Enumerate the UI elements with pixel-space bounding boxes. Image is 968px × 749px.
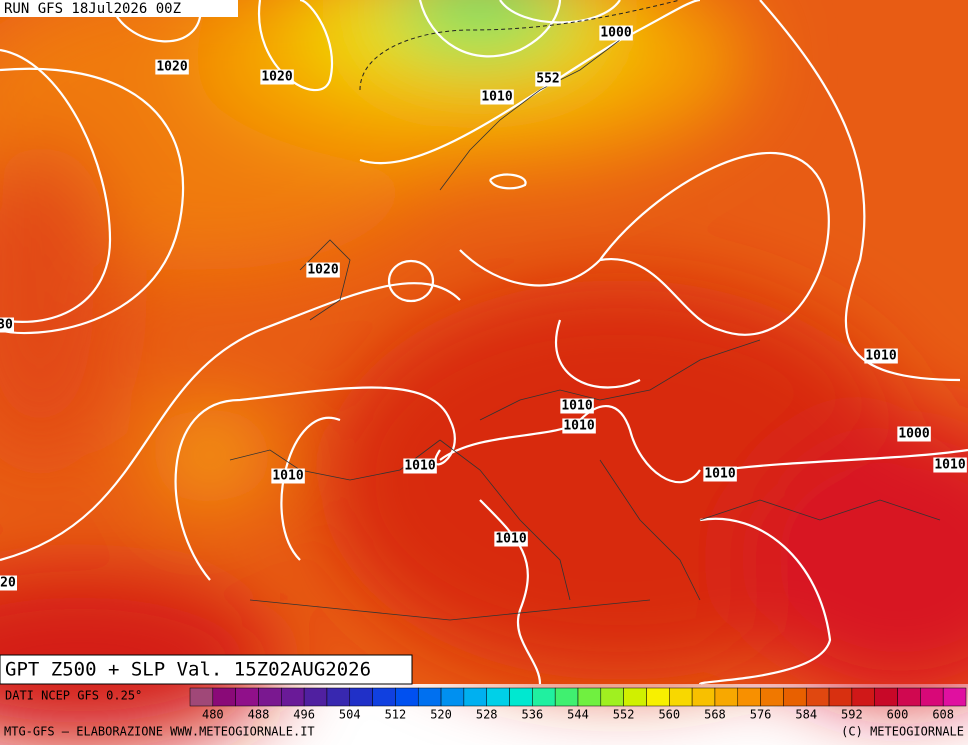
isobar-label: 1010 <box>404 459 435 474</box>
colorbar-tick-label: 544 <box>567 708 589 722</box>
colorbar-tick-label: 584 <box>795 708 817 722</box>
colorbar-tick-label: 576 <box>750 708 772 722</box>
colorbar-tick-label: 504 <box>339 708 361 722</box>
isobar-label-box <box>562 418 596 434</box>
color-swatch <box>349 687 373 707</box>
footer-left: MTG-GFS — ELABORAZIONE WWW.METEOGIORNALE… <box>4 725 315 739</box>
isobar-label: 1000 <box>898 427 929 442</box>
isobar-label: 1020 <box>156 60 187 75</box>
isobar-label-box <box>494 531 528 547</box>
colorbar-tick-label: 480 <box>202 708 224 722</box>
colorbar-tick-label: 608 <box>932 708 954 722</box>
isobar-label: 1010 <box>561 399 592 414</box>
colorbar-tick-label: 512 <box>385 708 407 722</box>
color-swatch <box>303 687 328 707</box>
color-swatch <box>920 687 944 707</box>
isobar-label: 1010 <box>934 458 965 473</box>
colorbar-tick-label: 520 <box>430 708 452 722</box>
color-swatch <box>783 687 807 707</box>
color-swatch <box>669 687 693 707</box>
isobar-label: 30 <box>0 318 13 333</box>
colorbar-tick-label: 496 <box>293 708 315 722</box>
color-swatch <box>281 687 305 707</box>
color-swatch <box>646 687 670 707</box>
isobar-label-box <box>0 317 14 333</box>
isobar-label-box <box>0 575 17 591</box>
color-swatch <box>623 687 647 707</box>
color-swatch <box>235 687 259 707</box>
color-swatch <box>942 687 967 707</box>
isobar-label-box <box>560 398 594 414</box>
colorbar-tick-label: 568 <box>704 708 726 722</box>
color-swatch <box>189 687 214 707</box>
isobar-label: 552 <box>536 72 559 87</box>
footer-right: (C) METEOGIORNALE <box>841 725 964 739</box>
colorbar-tick-label: 552 <box>613 708 635 722</box>
colorbar-tick-label: 600 <box>887 708 909 722</box>
isobar-label-box <box>271 468 305 484</box>
isobar-label-box <box>933 457 967 473</box>
isobar-label-box <box>480 89 514 105</box>
color-swatch <box>417 687 442 707</box>
isobar-label: 1010 <box>495 532 526 547</box>
colorbar-tick-label: 560 <box>658 708 680 722</box>
isobar-label-box <box>599 25 633 41</box>
isobar-label-box <box>403 458 437 474</box>
colorbar-tick-label: 592 <box>841 708 863 722</box>
isobar-label: 1010 <box>704 467 735 482</box>
isobar-label: 1020 <box>261 70 292 85</box>
color-swatch <box>714 687 739 707</box>
isobar-label: 20 <box>0 576 16 591</box>
color-swatch <box>828 687 853 707</box>
isobar-label-box <box>306 262 340 278</box>
isobar-label-box <box>535 71 561 87</box>
color-swatch <box>395 687 419 707</box>
run-label: RUN GFS 18Jul2026 00Z <box>4 1 181 17</box>
color-swatch <box>737 687 761 707</box>
color-swatch <box>600 687 624 707</box>
isobar-label-box <box>155 59 189 75</box>
isobar-label-box <box>864 348 898 364</box>
isobar-label-box <box>703 466 737 482</box>
isobar-label-box <box>897 426 931 442</box>
color-swatch <box>509 687 533 707</box>
color-swatch <box>577 687 602 707</box>
color-swatch <box>258 687 282 707</box>
color-swatch <box>805 687 830 707</box>
isobar-label: 1010 <box>865 349 896 364</box>
colorbar: 480 488 496 504 512 520 528 536 544 552 560 568 576 5… <box>189 687 967 722</box>
colorbar-tick-label: 488 <box>248 708 270 722</box>
color-swatch <box>851 687 875 707</box>
color-swatch <box>691 687 716 707</box>
color-swatch <box>326 687 351 707</box>
color-swatch <box>532 687 556 707</box>
isobar-label: 1020 <box>307 263 338 278</box>
color-swatch <box>372 687 396 707</box>
colorbar-tick-label: 536 <box>522 708 544 722</box>
color-swatch <box>897 687 921 707</box>
isobar-label-box <box>260 69 294 85</box>
isobar-label: 1010 <box>481 90 512 105</box>
color-swatch <box>212 687 236 707</box>
colorbar-tick-label: 528 <box>476 708 498 722</box>
color-swatch <box>874 687 898 707</box>
map-title: GPT Z500 + SLP Val. 15Z02AUG2026 <box>5 659 371 681</box>
isobar-label: 1010 <box>272 469 303 484</box>
color-swatch <box>440 687 465 707</box>
color-swatch <box>463 687 487 707</box>
isobar-label: 1010 <box>563 419 594 434</box>
color-swatch <box>760 687 784 707</box>
color-swatch <box>554 687 579 707</box>
color-swatch <box>486 687 510 707</box>
isobar-label: 1000 <box>600 26 631 41</box>
legend-caption: DATI NCEP GFS 0.25° <box>5 689 142 703</box>
